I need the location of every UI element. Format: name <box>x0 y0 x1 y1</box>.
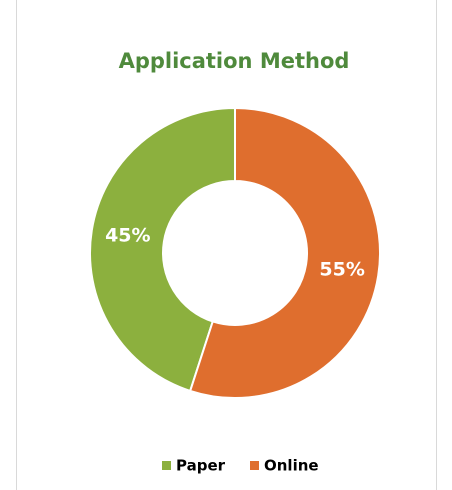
legend-swatch <box>162 461 171 470</box>
data-label: 55% <box>319 258 364 280</box>
slice <box>89 106 236 393</box>
chart-title: Application Method <box>119 49 350 73</box>
donut: 45% 55% <box>89 106 381 399</box>
slice <box>188 106 381 399</box>
legend: Paper Online <box>162 457 319 475</box>
legend-swatch <box>250 461 259 470</box>
legend-label: Paper <box>176 457 226 475</box>
legend-label: Online <box>264 457 319 475</box>
data-label: 45% <box>105 225 150 247</box>
